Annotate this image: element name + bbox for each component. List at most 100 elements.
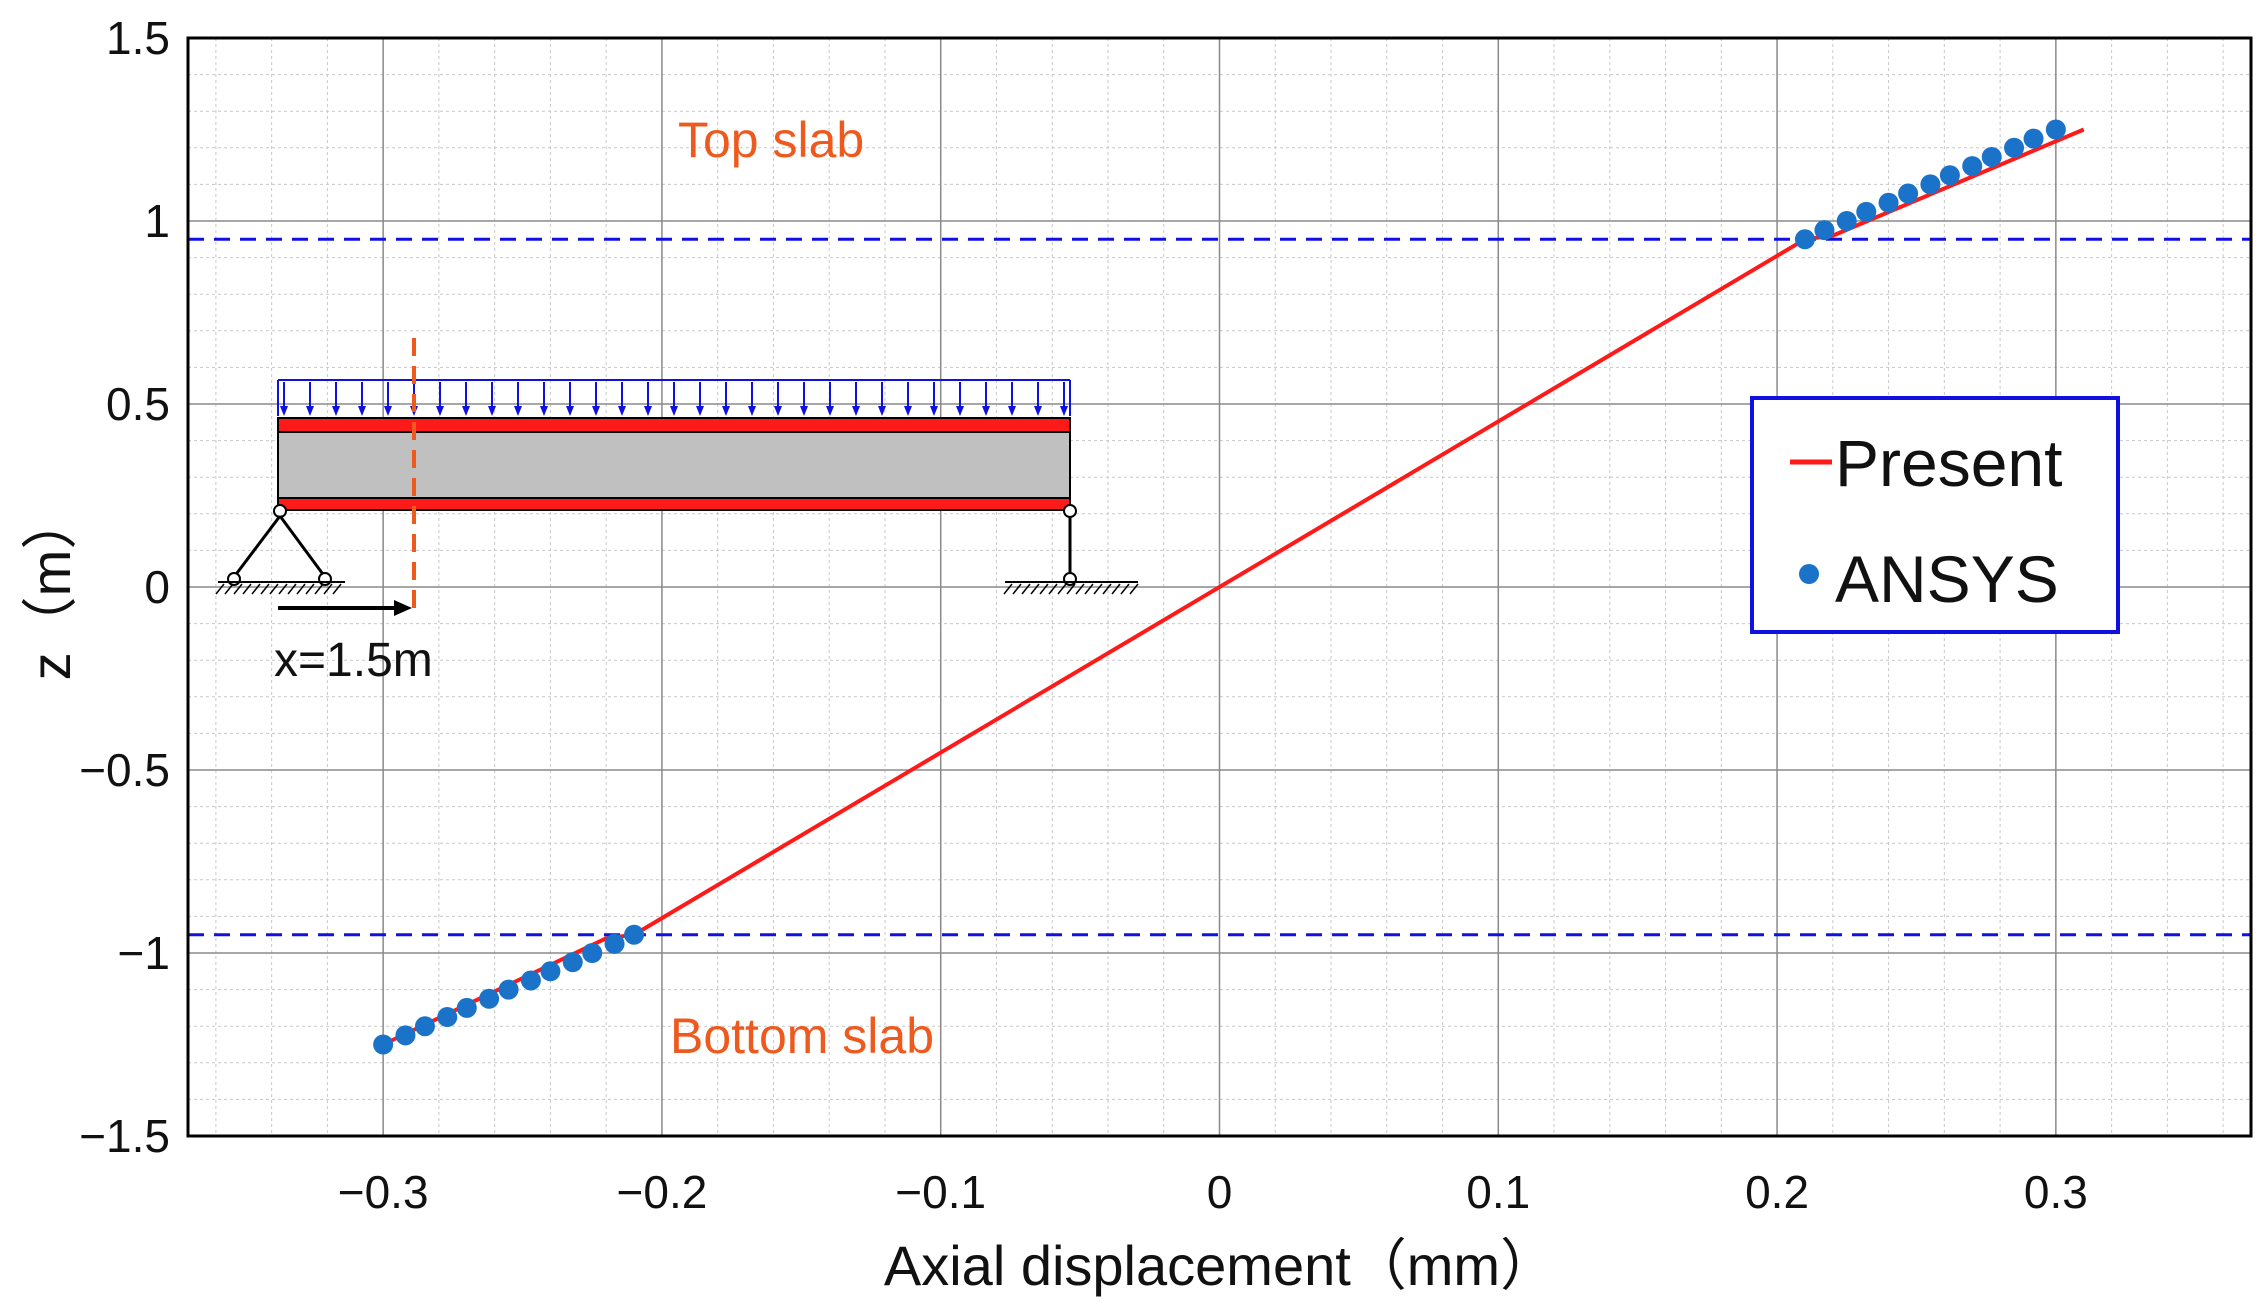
ansys-point (1814, 220, 1835, 241)
ansys-point (582, 943, 603, 963)
x-tick-label: −0.2 (617, 1166, 708, 1218)
ansys-point (1878, 192, 1899, 213)
ansys-point (1920, 174, 1941, 195)
reference-lines (188, 237, 2251, 937)
y-tick-label: −1 (118, 927, 170, 979)
ground-hatch-line (305, 583, 315, 595)
load-arrow-head (930, 406, 938, 416)
ansys-point (373, 1034, 394, 1055)
load-arrow-head (644, 406, 652, 416)
right-ground-hatch (1003, 583, 1139, 595)
right-support-node (1063, 572, 1077, 586)
left-support-bar-2 (278, 515, 327, 578)
beam-top-slab (277, 417, 1071, 433)
load-arrow-head (878, 406, 886, 416)
ground-hatch-line (1048, 583, 1058, 595)
y-axis-title: z（m） (19, 494, 82, 681)
legend-present-label: Present (1835, 426, 2062, 500)
ground-hatch-line (1003, 583, 1013, 595)
ansys-point (1962, 156, 1983, 177)
x-tick-label: −0.3 (338, 1166, 429, 1218)
left-support-node-1 (227, 572, 241, 586)
ansys-point (2004, 137, 2025, 158)
dimension-arrow-head (394, 600, 412, 616)
beam-core (277, 431, 1071, 499)
ansys-point (520, 970, 541, 991)
ground-hatch-line (1012, 583, 1022, 595)
section-position-label: x=1.5m (274, 634, 433, 687)
ansys-point (1898, 183, 1919, 204)
ansys-point (1981, 146, 2002, 167)
ground-hatch-line (1093, 583, 1103, 595)
x-axis-title: Axial displacement（mm） (884, 1234, 1556, 1297)
load-arrow-head (566, 406, 574, 416)
legend-ansys-label: ANSYS (1835, 542, 2059, 616)
load-arrow-head (722, 406, 730, 416)
top-slab-label: Top slab (678, 112, 864, 168)
ansys-point (540, 961, 561, 982)
ansys-point (2023, 128, 2044, 149)
ground-hatch-line (1021, 583, 1031, 595)
left-support-bar-1 (232, 515, 282, 578)
load-arrow-head (332, 406, 340, 416)
load-arrow-head (540, 406, 548, 416)
load-arrow-head (904, 406, 912, 416)
ground-hatch-line (1084, 583, 1094, 595)
ground-hatch-line (242, 583, 252, 595)
load-arrow-head (592, 406, 600, 416)
x-tick-label: 0.1 (1466, 1166, 1530, 1218)
ground-hatch-line (215, 583, 225, 595)
ground-hatch-line (1057, 583, 1067, 595)
load-arrow-head (748, 406, 756, 416)
ground-hatch-line (1102, 583, 1112, 595)
load-arrow-head (1008, 406, 1016, 416)
beam-schematic-inset: x=1.5m (215, 338, 1139, 687)
load-arrow-head (384, 406, 392, 416)
load-arrow-head (462, 406, 470, 416)
load-arrow-head (670, 406, 678, 416)
load-arrow-head (826, 406, 834, 416)
load-arrow-head (306, 406, 314, 416)
ground-hatch-line (1129, 583, 1139, 595)
x-tick-label: 0.3 (2024, 1166, 2088, 1218)
ansys-point (456, 997, 477, 1018)
ground-hatch-line (1111, 583, 1121, 595)
load-arrow-head (358, 406, 366, 416)
plot-frame (186, 36, 2253, 1138)
ansys-point (414, 1016, 435, 1037)
ground-hatch-line (287, 583, 297, 595)
y-tick-labels: −1.5 −1 −0.5 0 0.5 1 1.5 (79, 12, 170, 1162)
load-arrow-head (436, 406, 444, 416)
load-arrow-head (618, 406, 626, 416)
ansys-point (1836, 211, 1857, 231)
ansys-point (498, 979, 519, 1000)
ansys-point (395, 1025, 416, 1046)
x-tick-label: 0.2 (1745, 1166, 1809, 1218)
load-arrows (280, 382, 1068, 416)
ansys-series (373, 119, 2066, 1055)
load-arrow-head (982, 406, 990, 416)
x-tick-label: 0 (1207, 1166, 1233, 1218)
ground-hatch-line (1075, 583, 1085, 595)
ground-hatch-line (251, 583, 261, 595)
y-tick-label: −1.5 (79, 1110, 170, 1162)
legend-ansys-swatch (1799, 564, 1819, 584)
load-arrow-head (956, 406, 964, 416)
y-tick-label: 1 (144, 195, 170, 247)
beam-bottom-slab (277, 497, 1071, 511)
ansys-point (2045, 119, 2066, 140)
x-tick-label: −0.1 (895, 1166, 986, 1218)
ansys-point (562, 952, 583, 973)
ground-hatch-line (1039, 583, 1049, 595)
ground-hatch-line (278, 583, 288, 595)
ground-hatch-line (224, 583, 234, 595)
ansys-point (1856, 201, 1877, 222)
load-arrow-head (1060, 406, 1068, 416)
left-support-node-2 (318, 572, 332, 586)
left-support-pin (273, 504, 287, 518)
ansys-point (624, 924, 645, 945)
y-tick-label: 0.5 (106, 378, 170, 430)
left-ground-hatch (215, 583, 342, 595)
ground-hatch-line (1030, 583, 1040, 595)
x-tick-labels: −0.3 −0.2 −0.1 0 0.1 0.2 0.3 (338, 1166, 2088, 1218)
